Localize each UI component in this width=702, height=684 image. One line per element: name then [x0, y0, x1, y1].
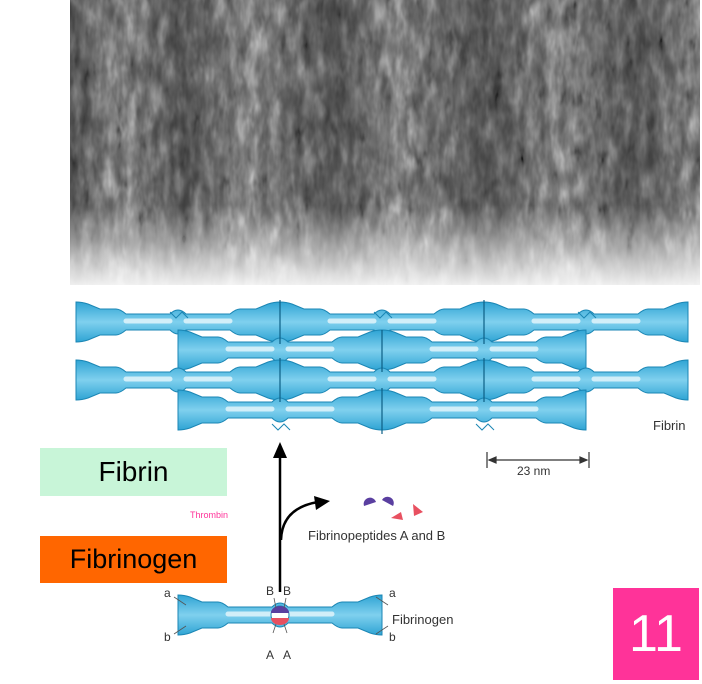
chain-b-right-label: b: [389, 630, 396, 644]
fibrin-label-box: Fibrin: [40, 448, 227, 496]
chain-a-right-label: a: [389, 586, 396, 600]
fibrin-polymer: [76, 300, 688, 434]
peptide-a2-label: A: [283, 648, 292, 662]
conversion-arrow: [273, 442, 330, 592]
fibrinopeptides: [363, 496, 423, 520]
chain-a-left-label: a: [164, 586, 171, 600]
peptide-b1-label: B: [266, 584, 275, 598]
fibrin-micrograph: [70, 0, 700, 285]
thrombin-label: Thrombin: [190, 510, 229, 520]
fibrinogen-molecule: [173, 595, 389, 635]
fibrinopeptides-label: Fibrinopeptides A and B: [308, 528, 446, 543]
peptide-a1-label: A: [266, 648, 275, 662]
slide-number-badge: 11: [613, 588, 699, 680]
peptide-b2-label: B: [283, 584, 292, 598]
fibrinogen-diagram-label: Fibrinogen: [392, 612, 454, 627]
scale-label: 23 nm: [517, 464, 551, 478]
fibrin-diagram-label: Fibrin: [653, 418, 686, 433]
chain-b-left-label: b: [164, 630, 171, 644]
fibrinogen-label-box: Fibrinogen: [40, 536, 227, 583]
scale-bar: [486, 452, 590, 468]
